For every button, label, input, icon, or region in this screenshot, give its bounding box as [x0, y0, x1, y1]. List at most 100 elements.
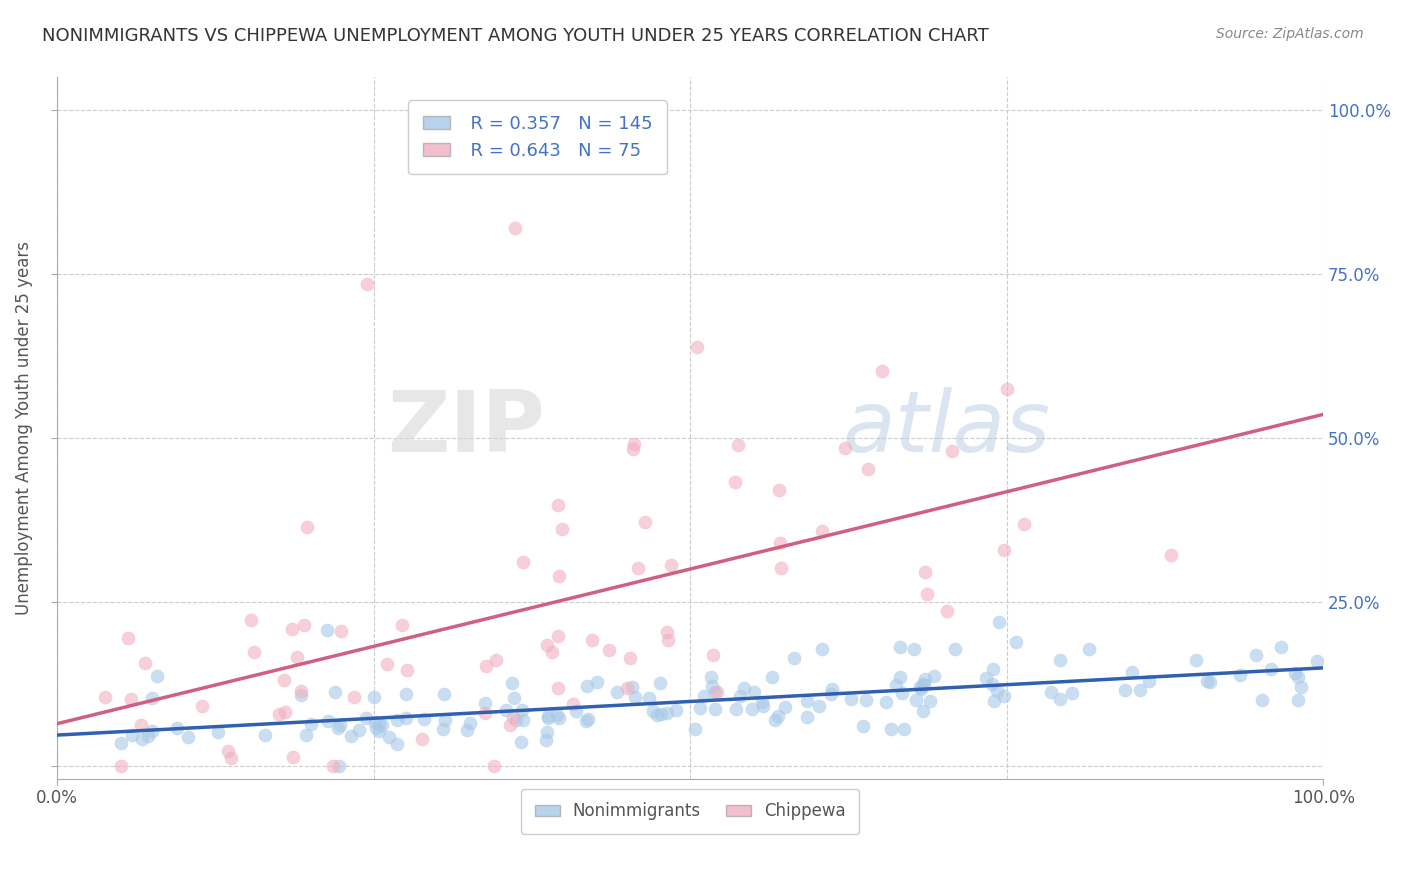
Point	[347, 723, 370, 738]
Point	[120, 692, 142, 706]
Point	[458, 715, 481, 730]
Point	[941, 444, 963, 458]
Point	[534, 732, 557, 747]
Point	[315, 623, 337, 637]
Point	[1197, 673, 1219, 688]
Point	[665, 703, 688, 717]
Point	[364, 714, 387, 729]
Point	[770, 561, 793, 575]
Point	[995, 382, 1018, 396]
Point	[510, 735, 533, 749]
Point	[1078, 641, 1101, 656]
Point	[177, 730, 200, 744]
Point	[783, 651, 806, 665]
Point	[502, 691, 524, 706]
Point	[207, 725, 229, 739]
Point	[547, 498, 569, 512]
Point	[905, 693, 928, 707]
Point	[537, 709, 560, 723]
Point	[138, 729, 160, 743]
Point	[292, 617, 315, 632]
Point	[619, 650, 641, 665]
Point	[395, 711, 418, 725]
Point	[295, 520, 318, 534]
Point	[903, 642, 925, 657]
Point	[340, 729, 363, 743]
Point	[623, 437, 645, 451]
Point	[839, 691, 862, 706]
Point	[908, 680, 931, 694]
Text: Source: ZipAtlas.com: Source: ZipAtlas.com	[1216, 27, 1364, 41]
Point	[624, 690, 647, 704]
Point	[537, 711, 560, 725]
Point	[254, 728, 277, 742]
Point	[495, 703, 517, 717]
Point	[870, 364, 893, 378]
Point	[1270, 640, 1292, 655]
Point	[290, 688, 312, 702]
Point	[703, 685, 725, 699]
Point	[368, 716, 391, 731]
Point	[343, 690, 366, 704]
Point	[606, 684, 628, 698]
Point	[274, 705, 297, 719]
Point	[1286, 670, 1309, 684]
Point	[330, 624, 353, 638]
Y-axis label: Unemployment Among Youth under 25 years: Unemployment Among Youth under 25 years	[15, 241, 32, 615]
Point	[394, 688, 416, 702]
Point	[643, 704, 665, 718]
Point	[924, 669, 946, 683]
Point	[880, 723, 903, 737]
Legend: Nonimmigrants, Chippewa: Nonimmigrants, Chippewa	[522, 789, 859, 834]
Point	[1039, 685, 1062, 699]
Point	[598, 642, 620, 657]
Point	[378, 730, 401, 744]
Point	[285, 650, 308, 665]
Point	[586, 674, 609, 689]
Point	[299, 716, 322, 731]
Point	[396, 663, 419, 677]
Point	[576, 679, 599, 693]
Point	[893, 722, 915, 736]
Point	[910, 681, 932, 696]
Point	[548, 569, 571, 583]
Point	[536, 725, 558, 739]
Point	[1049, 653, 1071, 667]
Point	[432, 722, 454, 736]
Point	[1305, 654, 1327, 668]
Point	[1286, 693, 1309, 707]
Point	[993, 689, 1015, 703]
Text: NONIMMIGRANTS VS CHIPPEWA UNEMPLOYMENT AMONG YOUTH UNDER 25 YEARS CORRELATION CH: NONIMMIGRANTS VS CHIPPEWA UNEMPLOYMENT A…	[42, 27, 988, 45]
Point	[1049, 691, 1071, 706]
Point	[575, 714, 598, 728]
Point	[243, 645, 266, 659]
Point	[702, 679, 724, 693]
Point	[117, 631, 139, 645]
Point	[546, 707, 568, 722]
Point	[364, 722, 387, 736]
Point	[510, 703, 533, 717]
Point	[551, 522, 574, 536]
Point	[385, 713, 408, 727]
Point	[821, 681, 844, 696]
Point	[621, 442, 644, 457]
Point	[505, 713, 527, 727]
Point	[1114, 683, 1136, 698]
Point	[267, 706, 290, 721]
Point	[1198, 674, 1220, 689]
Point	[983, 693, 1005, 707]
Point	[121, 728, 143, 742]
Point	[891, 686, 914, 700]
Point	[131, 731, 153, 746]
Point	[576, 712, 599, 726]
Point	[650, 706, 672, 721]
Point	[875, 695, 897, 709]
Point	[768, 709, 790, 723]
Point	[239, 613, 262, 627]
Point	[316, 714, 339, 728]
Point	[742, 685, 765, 699]
Point	[820, 687, 842, 701]
Point	[855, 692, 877, 706]
Point	[391, 617, 413, 632]
Point	[501, 676, 523, 690]
